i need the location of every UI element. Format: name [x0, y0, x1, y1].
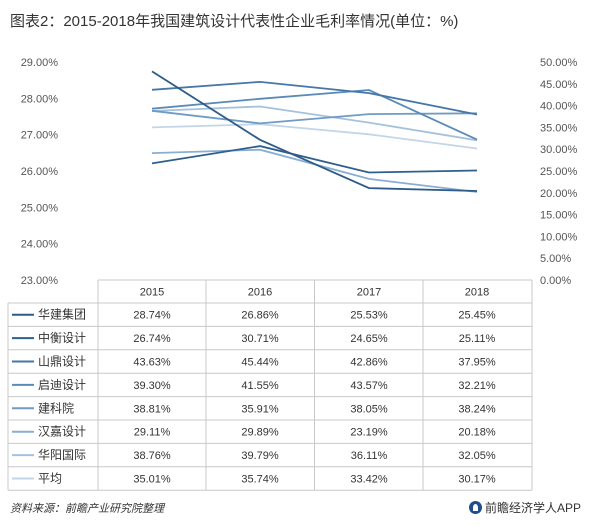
table-cell: 33.42% [350, 474, 388, 486]
right-axis-tick-label: 50.00% [540, 57, 578, 69]
left-axis-tick-label: 27.00% [21, 130, 59, 142]
series-line [151, 105, 478, 142]
table-cell: 26.74% [133, 333, 171, 345]
right-axis-tick-label: 30.00% [540, 144, 578, 156]
right-axis-tick-label: 45.00% [540, 79, 578, 91]
series-name: 启迪设计 [38, 378, 86, 392]
category-label: 2015 [140, 287, 164, 299]
right-axis-tick-label: 20.00% [540, 188, 578, 200]
table-cell: 35.91% [241, 403, 279, 415]
table-cell: 24.65% [350, 333, 388, 345]
category-label: 2018 [465, 287, 489, 299]
table-cell: 38.81% [133, 403, 171, 415]
series-name: 建科院 [38, 401, 74, 415]
series-name: 中衡设计 [38, 330, 86, 345]
table-cell: 28.74% [133, 310, 171, 322]
table-cell: 32.21% [458, 380, 496, 392]
left-axis-tick-label: 26.00% [21, 166, 59, 178]
right-axis-tick-label: 5.00% [540, 253, 571, 265]
series-line [151, 80, 478, 116]
table-cell: 25.53% [350, 310, 388, 322]
left-axis-tick-label: 24.00% [21, 239, 59, 251]
table-cell: 37.95% [458, 357, 496, 369]
table-cell: 29.11% [134, 427, 171, 439]
category-label: 2016 [248, 287, 272, 299]
table-cell: 35.01% [133, 474, 171, 486]
left-axis-tick-label: 29.00% [21, 57, 59, 69]
series-line [151, 70, 478, 192]
right-axis-tick-label: 15.00% [540, 210, 578, 222]
table-cell: 30.71% [241, 333, 279, 345]
table-cell: 43.63% [133, 357, 171, 369]
brand-logo-icon [468, 501, 482, 514]
table-cell: 25.45% [458, 310, 496, 322]
left-axis-tick-label: 25.00% [21, 202, 59, 214]
table-cell: 23.19% [350, 427, 388, 439]
table-cell: 42.86% [350, 357, 388, 369]
table-cell: 39.79% [241, 450, 279, 462]
series-name: 华建集团 [38, 307, 86, 322]
table-cell: 45.44% [241, 357, 279, 369]
chart-title: 图表2：2015-2018年我国建筑设计代表性企业毛利率情况(单位：%) [10, 13, 459, 30]
series-name: 汉嘉设计 [38, 425, 86, 439]
series-line [151, 145, 478, 174]
table-cell: 38.05% [350, 403, 388, 415]
right-axis-tick-label: 0.00% [540, 275, 571, 287]
table-cell: 26.86% [241, 310, 279, 322]
left-axis-tick-label: 23.00% [21, 275, 59, 287]
series-line [151, 109, 478, 125]
right-axis: 0.00% 5.00% 10.00% 15.00% 20.00% 25.00% 30.00%… [540, 57, 578, 287]
series-lines [151, 70, 478, 193]
right-axis-tick-label: 10.00% [540, 231, 578, 243]
table-cell: 43.57% [350, 380, 388, 392]
table-cell: 41.55% [241, 380, 279, 392]
table-cell: 38.76% [133, 450, 171, 462]
right-axis-tick-label: 25.00% [540, 166, 578, 178]
series-name: 平均 [38, 472, 62, 486]
table-cell: 39.30% [133, 380, 171, 392]
table-cell: 20.18% [458, 427, 496, 439]
left-axis: 23.00% 24.00% 25.00% 26.00% 27.00% 28.00% 29.0… [21, 57, 59, 287]
series-name: 华阳国际 [38, 448, 86, 462]
table-cell: 29.89% [241, 427, 279, 439]
table-cell: 35.74% [241, 474, 279, 486]
table-cell: 32.05% [458, 450, 496, 462]
left-axis-tick-label: 28.00% [21, 93, 59, 105]
series-line [151, 123, 478, 150]
table-cell: 30.17% [458, 474, 496, 486]
right-axis-tick-label: 40.00% [540, 101, 578, 113]
table-cell: 25.11% [459, 333, 496, 345]
source-note: 资料来源：前瞻产业研究院整理 [10, 503, 164, 515]
brand: 前瞻经济学人APP [468, 499, 581, 516]
series-line [151, 89, 478, 141]
brand-name: 前瞻经济学人APP [484, 501, 581, 515]
right-axis-tick-label: 35.00% [540, 122, 578, 134]
table-cell: 38.24% [458, 403, 496, 415]
data-table: 2015 2016 2017 2018 华建集团 28.74% 26.86% 25.53% 25… [7, 279, 533, 491]
table-cell: 36.11% [351, 450, 388, 462]
category-label: 2017 [357, 287, 381, 299]
series-name: 山鼎设计 [38, 355, 86, 369]
